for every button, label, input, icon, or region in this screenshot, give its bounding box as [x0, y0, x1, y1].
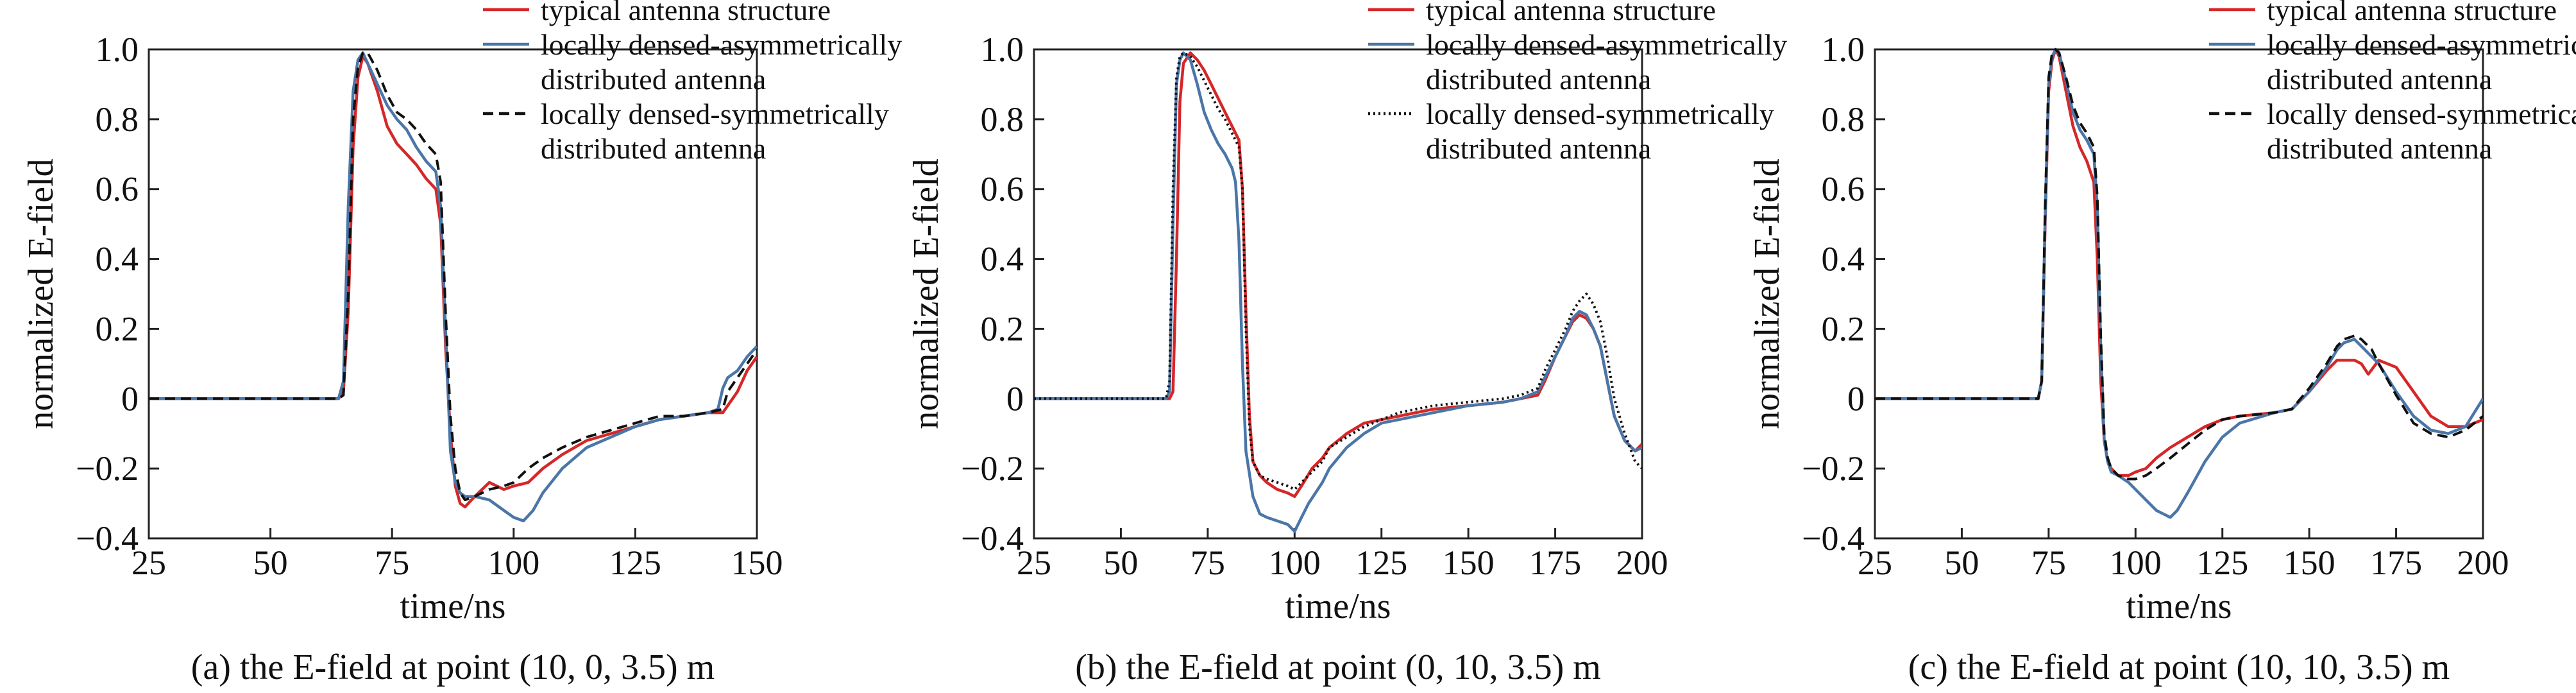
y-tick-label: 0.4	[981, 240, 1024, 278]
legend-label-2-cont: distributed antenna	[541, 63, 766, 96]
x-tick-label: 150	[2284, 543, 2335, 582]
panel-caption: (c) the E-field at point (10, 10, 3.5) m	[1908, 647, 2450, 687]
x-tick-label: 75	[2031, 543, 2066, 582]
x-tick-label: 100	[487, 543, 539, 582]
y-tick-label: 0.2	[981, 309, 1024, 348]
plot-frame	[1874, 48, 2484, 540]
x-tick-label: 125	[609, 543, 661, 582]
y-tick-label: 0.6	[96, 170, 139, 209]
y-tick-label: 0.8	[981, 100, 1024, 139]
legend-label-1: typical antenna structure	[541, 0, 831, 26]
legend-label-3-cont: distributed antenna	[1426, 132, 1651, 165]
x-tick-label: 200	[2457, 543, 2509, 582]
legend-label-2-cont: distributed antenna	[2267, 63, 2492, 96]
legend-label-2: locally densed-asymmetrically	[2267, 28, 2576, 61]
x-tick-label: 50	[253, 543, 288, 582]
y-axis-label: normalized E-field	[21, 158, 61, 429]
x-tick-label: 100	[1269, 543, 1321, 582]
legend-label-1: typical antenna structure	[2267, 0, 2557, 26]
legend-label-3: locally densed-symmetrically	[541, 98, 889, 130]
y-tick-label: 1.0	[1822, 30, 1865, 69]
chart-panel-3: 25 50 75 100 125 150 175 200 −0.4 −0.2 0 0.2 0.4 0.6 0…	[1747, 0, 2576, 687]
x-tick-label: 175	[1529, 543, 1581, 582]
y-tick-label: −0.2	[1802, 449, 1865, 488]
y-tick-label: 0.2	[96, 309, 139, 348]
y-tick-label: 0	[1006, 379, 1024, 418]
series-line-3	[1875, 48, 2483, 481]
x-tick-label: 75	[375, 543, 409, 582]
series-line-1	[1034, 51, 1642, 498]
x-tick-label: 175	[2370, 543, 2422, 582]
x-tick-label: 50	[1944, 543, 1979, 582]
x-tick-label: 25	[1858, 543, 1892, 582]
legend-label-2-cont: distributed antenna	[1426, 63, 1651, 96]
legend-label-2: locally densed-asymmetrically	[541, 28, 902, 61]
chart-panel-2: 25 50 75 100 125 150 175 200 −0.4 −0.2 0 0.2 0.4 0.6 0…	[906, 0, 1787, 687]
x-axis-label: time/ns	[1285, 586, 1391, 626]
x-tick-label: 75	[1191, 543, 1225, 582]
x-tick-label: 50	[1103, 543, 1138, 582]
series-line-2	[1034, 51, 1642, 533]
y-tick-label: 0.8	[96, 100, 139, 139]
legend-label-3: locally densed-symmetrically	[1426, 98, 1774, 130]
y-axis-label: normalized E-field	[906, 158, 946, 429]
y-tick-label: 0.8	[1822, 100, 1865, 139]
y-tick-label: 0.6	[981, 170, 1024, 209]
y-tick-label: 0.2	[1822, 309, 1865, 348]
y-tick-label: 0.4	[96, 240, 139, 278]
y-tick-label: −0.4	[76, 519, 139, 558]
x-tick-label: 150	[1443, 543, 1495, 582]
legend-label-3-cont: distributed antenna	[541, 132, 766, 165]
chart-panel-1: 25 50 75 100 125 150 −0.4 −0.2 0 0.2 0.4 0.6 0.8 1.0 t…	[21, 0, 902, 687]
y-tick-label: −0.4	[1802, 519, 1865, 558]
plot-frame	[148, 48, 758, 540]
x-tick-label: 125	[2196, 543, 2248, 582]
y-tick-label: −0.2	[961, 449, 1024, 488]
panel-caption: (a) the E-field at point (10, 0, 3.5) m	[191, 647, 715, 687]
y-tick-label: 0	[121, 379, 139, 418]
y-tick-label: 0.6	[1822, 170, 1865, 209]
y-axis-label: normalized E-field	[1747, 158, 1787, 429]
plot-frame	[1033, 48, 1643, 540]
panel-caption: (b) the E-field at point (0, 10, 3.5) m	[1075, 647, 1601, 687]
legend-label-2: locally densed-asymmetrically	[1426, 28, 1787, 61]
x-tick-label: 100	[2110, 543, 2162, 582]
y-tick-label: 0	[1847, 379, 1865, 418]
series-line-3	[1034, 51, 1642, 491]
x-tick-label: 25	[131, 543, 166, 582]
y-tick-label: −0.2	[76, 449, 139, 488]
x-axis-label: time/ns	[2126, 586, 2232, 626]
legend-label-1: typical antenna structure	[1426, 0, 1716, 26]
y-tick-label: 1.0	[981, 30, 1024, 69]
legend-label-3-cont: distributed antenna	[2267, 132, 2492, 165]
x-axis-label: time/ns	[400, 586, 506, 626]
x-tick-label: 25	[1017, 543, 1051, 582]
y-tick-label: 0.4	[1822, 240, 1865, 278]
y-tick-label: 1.0	[96, 30, 139, 69]
x-tick-label: 200	[1616, 543, 1668, 582]
legend-label-3: locally densed-symmetrically	[2267, 98, 2576, 130]
x-tick-label: 125	[1355, 543, 1407, 582]
y-tick-label: −0.4	[961, 519, 1024, 558]
x-tick-label: 150	[731, 543, 783, 582]
